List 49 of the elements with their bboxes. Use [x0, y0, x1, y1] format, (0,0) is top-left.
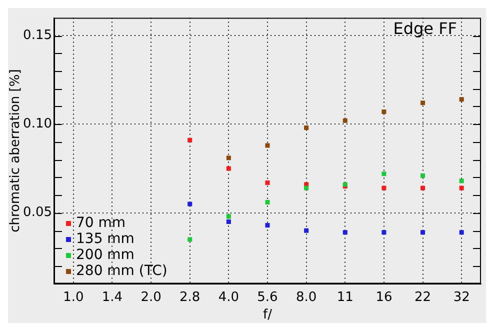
point — [304, 186, 309, 190]
point — [382, 110, 386, 114]
point — [459, 178, 464, 184]
legend-label: 70 mm — [76, 215, 126, 231]
point — [304, 228, 309, 233]
point — [226, 156, 231, 160]
point — [420, 100, 426, 106]
y-tick-label: 0.15 — [23, 28, 52, 43]
point — [265, 200, 270, 204]
point — [226, 219, 231, 224]
x-axis-title: f/ — [263, 308, 273, 323]
x-tick-label: 5.6 — [257, 290, 278, 305]
point — [420, 230, 426, 235]
x-tick-label: 22 — [414, 290, 432, 305]
point — [459, 230, 464, 235]
x-tick-label: 16 — [376, 290, 392, 305]
x-tick-label: 11 — [336, 290, 354, 305]
point — [342, 230, 348, 235]
annotation: Edge FF — [393, 18, 457, 38]
point — [188, 138, 192, 142]
point — [226, 214, 231, 219]
y-axis-title: chromatic aberration [%] — [8, 69, 24, 232]
point — [265, 180, 270, 185]
point — [188, 237, 192, 242]
point — [420, 173, 426, 178]
x-tick-label: 2.8 — [180, 290, 200, 305]
legend-label: 135 mm — [76, 231, 134, 247]
legend-label: 200 mm — [76, 247, 134, 263]
point — [420, 186, 426, 190]
y-tick-label: 0.10 — [23, 116, 52, 132]
point — [459, 97, 464, 102]
point — [459, 186, 464, 190]
point — [265, 143, 270, 148]
x-tick-label: 1.0 — [63, 290, 84, 305]
x-tick-label: 1.4 — [102, 290, 123, 305]
point — [382, 172, 386, 176]
point — [382, 230, 386, 235]
x-tick-label: 2.0 — [140, 290, 162, 305]
point — [265, 223, 270, 228]
point — [188, 202, 192, 206]
x-tick-label: 4.0 — [218, 290, 240, 305]
point — [342, 118, 348, 123]
y-tick-label: 0.05 — [23, 205, 52, 220]
legend-label: 280 mm (TC) — [76, 263, 168, 279]
point — [226, 166, 231, 171]
point — [382, 186, 386, 190]
x-tick-label: 8.0 — [296, 290, 317, 305]
point — [304, 125, 309, 130]
x-tick-label: 32 — [453, 290, 470, 305]
